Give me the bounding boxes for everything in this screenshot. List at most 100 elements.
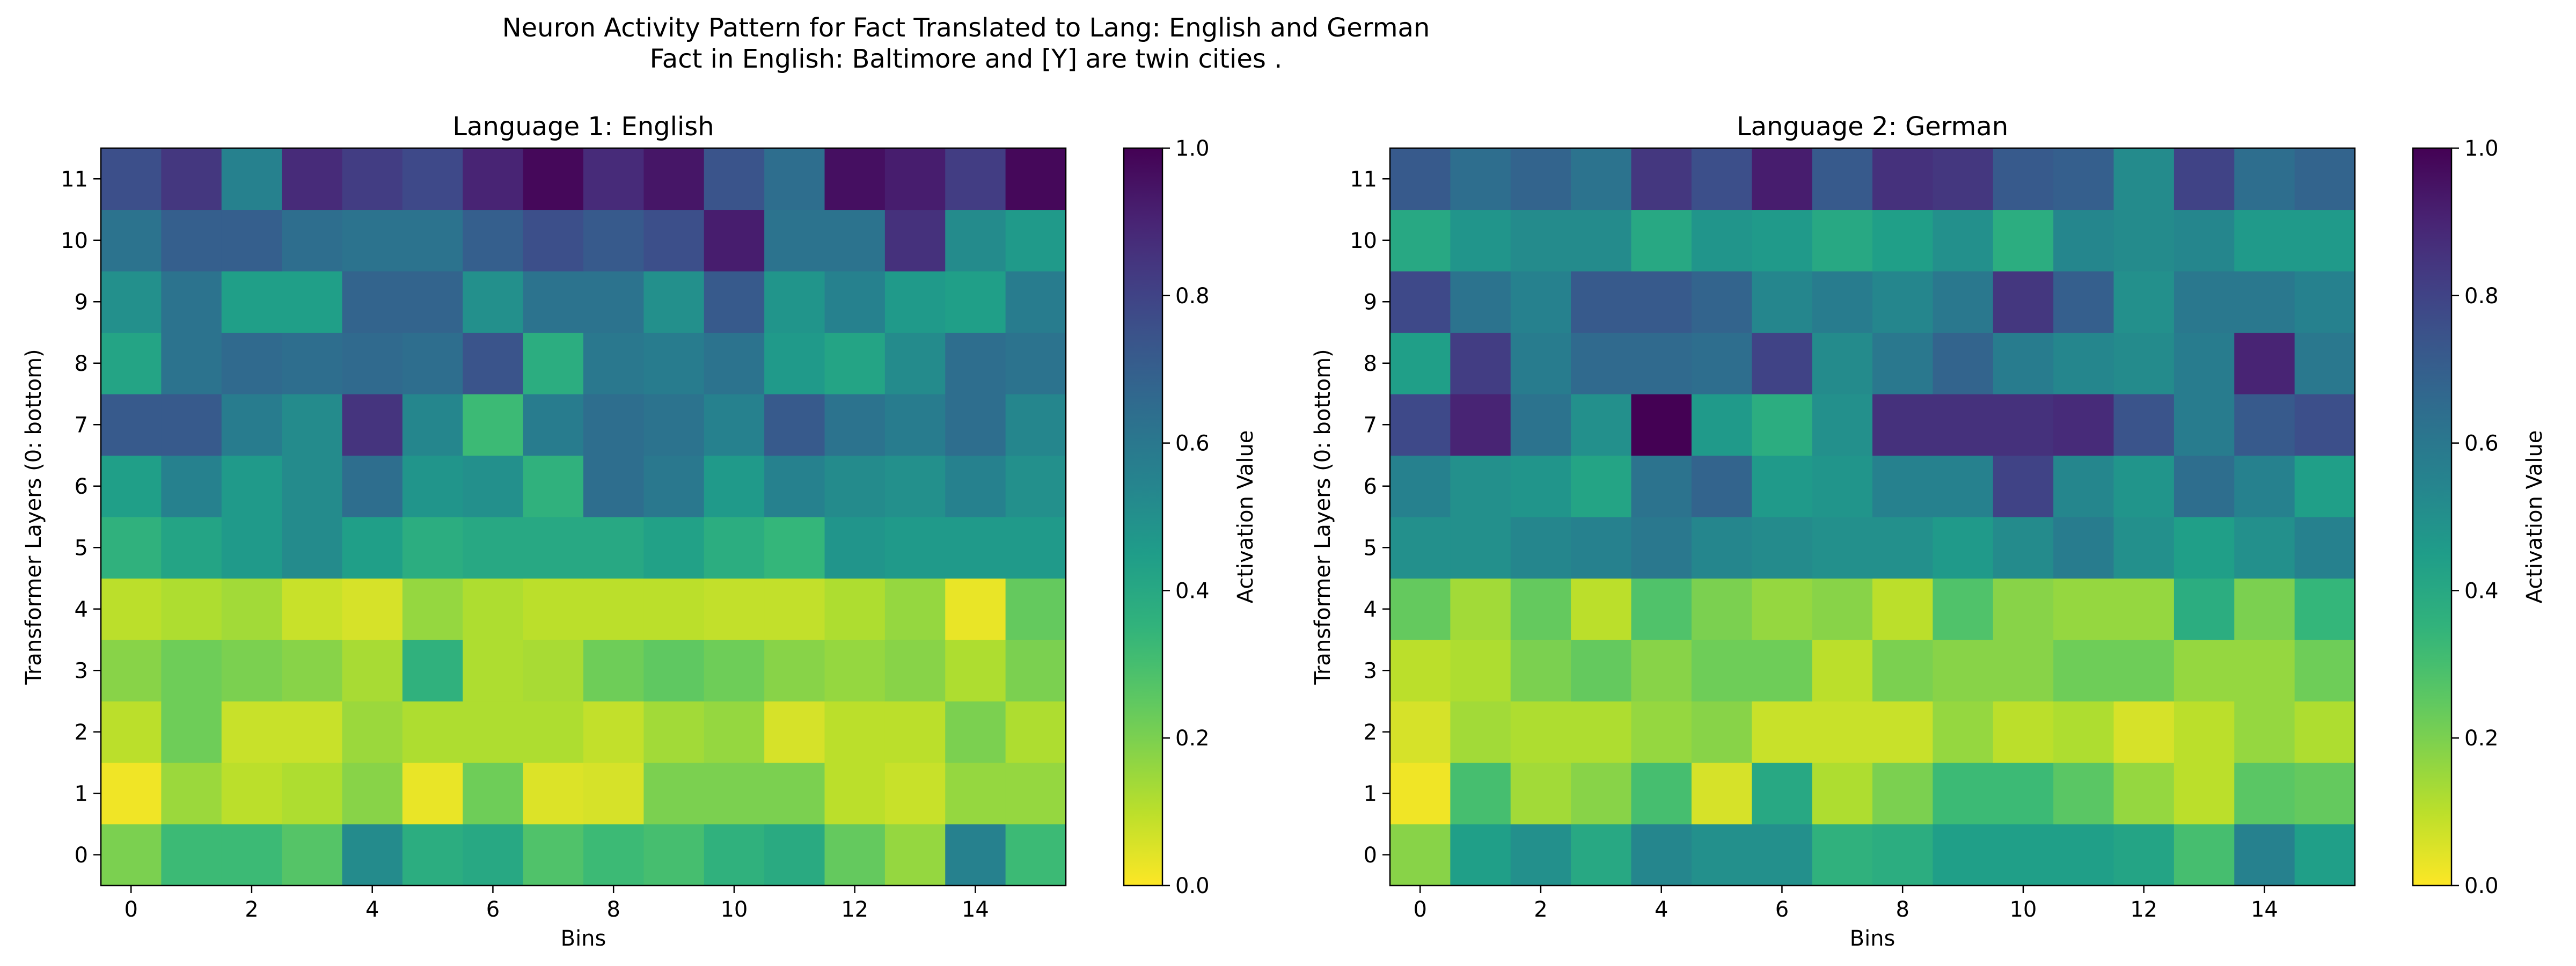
heatmap-cell <box>945 824 1006 886</box>
heatmap-cell <box>402 640 463 702</box>
heatmap-cell <box>2113 271 2175 333</box>
heatmap-cell <box>523 824 584 886</box>
heatmap-cell <box>2113 455 2175 517</box>
heatmap-cell <box>704 209 765 272</box>
plot-frame <box>100 147 1067 887</box>
heatmap-cell <box>1450 701 1511 763</box>
colorbar: 0.0 0.2 0.4 0.6 0.8 1.0 Activation Value <box>2412 136 2547 898</box>
heatmap-cell <box>1872 517 1933 579</box>
heatmap-cell <box>2053 701 2114 763</box>
colorbar-tick-label: 0.2 <box>2464 726 2499 751</box>
heatmap-cell <box>2113 394 2175 456</box>
heatmap-cell <box>884 209 946 272</box>
colorbar-tick-label: 0.8 <box>2464 284 2499 309</box>
heatmap-cell <box>101 640 162 702</box>
colorbar-label: Activation Value <box>1233 430 1258 604</box>
heatmap-cell <box>463 578 524 640</box>
heatmap-cell <box>945 701 1006 763</box>
heatmap-cell <box>2053 455 2114 517</box>
heatmap-cell <box>583 148 644 210</box>
heatmap-cell <box>101 271 162 333</box>
heatmap-cell <box>2053 763 2114 825</box>
heatmap-cell <box>884 701 946 763</box>
x-tick-label: 12 <box>2130 897 2157 922</box>
heatmap-cell <box>2234 455 2295 517</box>
heatmap-cell <box>101 763 162 825</box>
heatmap-cell <box>704 578 765 640</box>
heatmap-cell <box>1631 763 1692 825</box>
heatmap-cell <box>402 148 463 210</box>
heatmap-cell <box>1390 209 1451 272</box>
heatmap-cell <box>583 394 644 456</box>
heatmap-cell <box>704 824 765 886</box>
heatmap-cell <box>1450 640 1511 702</box>
x-tick-label: 10 <box>720 897 748 922</box>
heatmap-cell <box>1571 271 1632 333</box>
heatmap-cell <box>101 455 162 517</box>
heatmap-cell <box>2234 271 2295 333</box>
plot-frame <box>1389 147 2356 887</box>
heatmap-cell <box>161 271 222 333</box>
heatmap-cell <box>1450 209 1511 272</box>
heatmap-cell <box>2053 578 2114 640</box>
heatmap-cell <box>221 517 282 579</box>
heatmap-cell <box>2234 332 2295 394</box>
heatmap-cell <box>342 332 403 394</box>
heatmap-cell <box>1691 455 1752 517</box>
heatmap-cell <box>1571 332 1632 394</box>
x-tick-label: 4 <box>365 897 379 922</box>
heatmap-cell <box>463 209 524 272</box>
heatmap-cell <box>1812 148 1873 210</box>
x-tick-label: 0 <box>124 897 137 922</box>
heatmap-cell <box>643 271 705 333</box>
heatmap-cell <box>764 578 825 640</box>
heatmap-cell <box>704 332 765 394</box>
heatmap-cell <box>884 640 946 702</box>
heatmap-cell <box>824 455 885 517</box>
heatmap-cell <box>1571 394 1632 456</box>
heatmap-cell <box>221 701 282 763</box>
heatmap-cell <box>1005 148 1066 210</box>
heatmap-cell <box>2234 517 2295 579</box>
heatmap-cell <box>221 271 282 333</box>
heatmap-cell <box>1752 701 1813 763</box>
heatmap-cell <box>1510 332 1571 394</box>
heatmap-cell <box>1872 394 1933 456</box>
heatmap-cells <box>101 148 1066 886</box>
heatmap-cell <box>583 455 644 517</box>
heatmap-cell <box>523 578 584 640</box>
heatmap-cell <box>764 455 825 517</box>
heatmap-cell <box>2234 394 2295 456</box>
heatmap-cell <box>2174 394 2235 456</box>
heatmap-cell <box>161 640 222 702</box>
heatmap-cell <box>1752 148 1813 210</box>
heatmap-cell <box>1691 763 1752 825</box>
figure-subtitle: Fact in English: Baltimore and [Y] are t… <box>650 44 1283 74</box>
heatmap-cell <box>282 701 343 763</box>
heatmap-cell <box>643 455 705 517</box>
heatmap-cell <box>2294 332 2355 394</box>
heatmap-cell <box>1510 271 1571 333</box>
heatmap-cell <box>523 517 584 579</box>
heatmap-cell <box>1933 394 1994 456</box>
heatmap-cell <box>1933 148 1994 210</box>
heatmap-cell <box>884 394 946 456</box>
heatmap-cell <box>643 578 705 640</box>
heatmap-cell <box>1390 455 1451 517</box>
heatmap-cell <box>2053 824 2114 886</box>
heatmap-cell <box>1933 640 1994 702</box>
heatmap-cell <box>282 332 343 394</box>
heatmap-cell <box>1752 455 1813 517</box>
heatmap-cell <box>1510 394 1571 456</box>
heatmap-cell <box>1933 209 1994 272</box>
heatmap-cell <box>2294 394 2355 456</box>
x-tick-label: 2 <box>1534 897 1547 922</box>
heatmap-cell <box>884 824 946 886</box>
x-tick-label: 2 <box>245 897 258 922</box>
heatmap-cell <box>282 455 343 517</box>
heatmap-cell <box>161 148 222 210</box>
heatmap-cell <box>523 763 584 825</box>
heatmap-cell <box>2174 824 2235 886</box>
heatmap-cell <box>342 148 403 210</box>
heatmap-cell <box>1933 701 1994 763</box>
